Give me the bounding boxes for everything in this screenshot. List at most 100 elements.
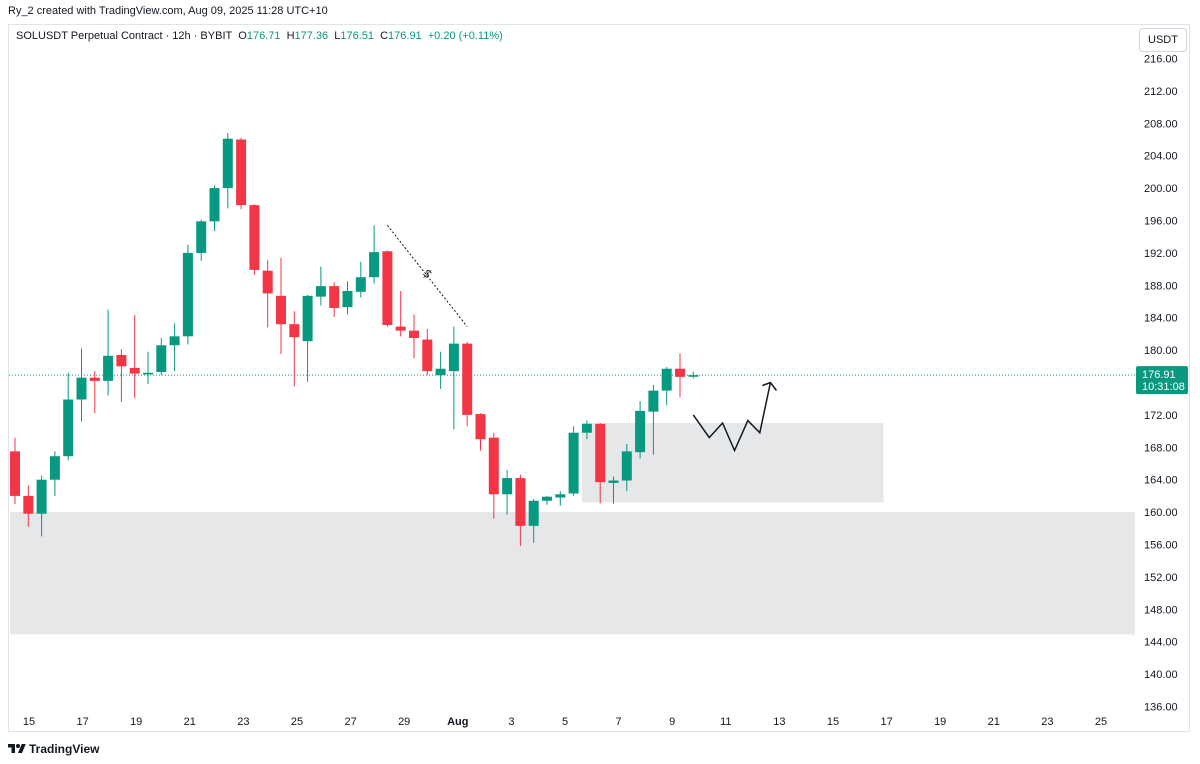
candle-body [488,437,499,495]
price-axis-label: 172.00 [1144,410,1178,422]
close-label: C [380,30,389,42]
candle-body [595,423,606,483]
candle [103,309,114,396]
candle-body [129,367,140,374]
candle [475,413,486,451]
candle-body [515,478,526,526]
candle [568,426,579,496]
candle [502,469,513,515]
candle-body [236,139,247,206]
price-tag-countdown: 10:31:08 [1142,381,1185,393]
candle [143,351,153,385]
low-value: 176.51 [340,30,375,42]
time-axis-label: 11 [720,716,731,728]
price-axis-label: 148.00 [1144,604,1178,616]
dollar-sign-icon: $ [420,266,435,281]
time-axis-label: 21 [988,716,1000,728]
price-axis-label: 144.00 [1144,637,1178,649]
candle [621,444,632,492]
price-axis-label: 184.00 [1144,313,1178,325]
candle-body [542,496,552,501]
candle [555,491,566,506]
price-axis-label: 156.00 [1144,540,1178,552]
candle [169,323,180,372]
candle-body [302,295,313,342]
candle [116,349,127,402]
candle-body [49,456,60,480]
candle [89,371,100,414]
candle-body [196,221,207,253]
candle [515,474,526,547]
candle-body [528,500,539,526]
price-tag-value: 176.91 [1142,369,1176,381]
time-axis-label: 25 [291,716,303,728]
candle-body [688,375,699,377]
candle-body [661,368,672,391]
candle-body [382,251,393,325]
candle [302,295,313,382]
candle [289,311,300,387]
candle-body [36,479,47,514]
price-axis-label: 212.00 [1144,86,1178,98]
candle-body [276,295,286,325]
candle [409,314,419,359]
candle [329,282,340,317]
open-label: O [238,30,247,42]
candle-body [502,478,513,495]
candle [315,266,326,306]
candle-body [63,399,74,457]
candle [688,371,699,379]
time-axis-label: 3 [508,716,514,728]
low-label: L [334,30,341,42]
price-axis-label: 200.00 [1144,183,1178,195]
time-axis-label: 23 [237,716,249,728]
candle-body [315,286,326,297]
candle-body [462,343,473,415]
candle-body [555,494,566,498]
price-axis-label: 192.00 [1144,248,1178,260]
candle-body [342,290,353,308]
price-axis-label: 164.00 [1144,475,1178,487]
candle [209,185,220,232]
candle-body [143,372,153,375]
projection-path [692,382,772,453]
tradingview-logo-icon [8,744,26,753]
chart-frame [8,24,1190,732]
candle [76,348,87,422]
arrow-head-icon [762,381,778,391]
candle [23,485,34,527]
symbol-legend: SOLUSDT Perpetual Contract · 12h · BYBIT… [16,30,503,42]
candle-body [435,368,446,376]
candle-body [329,286,340,308]
time-axis-label: 23 [1041,716,1053,728]
currency-selector-button[interactable]: USDT [1139,28,1187,52]
time-axis-label: 27 [344,716,356,728]
price-axis-label: 180.00 [1144,345,1178,357]
candle [608,476,619,504]
candle [488,432,499,519]
candle-body [355,277,366,292]
candle [581,420,592,440]
candle-body [409,330,419,338]
time-axis-label: 17 [880,716,892,728]
high-label: H [286,30,295,42]
candle [249,204,260,275]
price-axis-label: 152.00 [1144,572,1178,584]
time-axis-label: 5 [562,716,568,728]
candle-body [156,345,167,372]
candle [395,290,406,337]
price-axis-label: 188.00 [1144,280,1178,292]
candle [262,260,273,328]
candle [49,451,60,496]
candle [542,495,552,505]
candle-body [182,252,193,337]
candle-body [289,324,300,338]
price-axis-label: 216.00 [1144,54,1178,66]
time-axis-label: 15 [23,716,35,728]
price-tag-box [1136,366,1188,395]
candle [369,225,380,284]
candle-body [262,270,273,294]
candle-body [209,188,220,222]
